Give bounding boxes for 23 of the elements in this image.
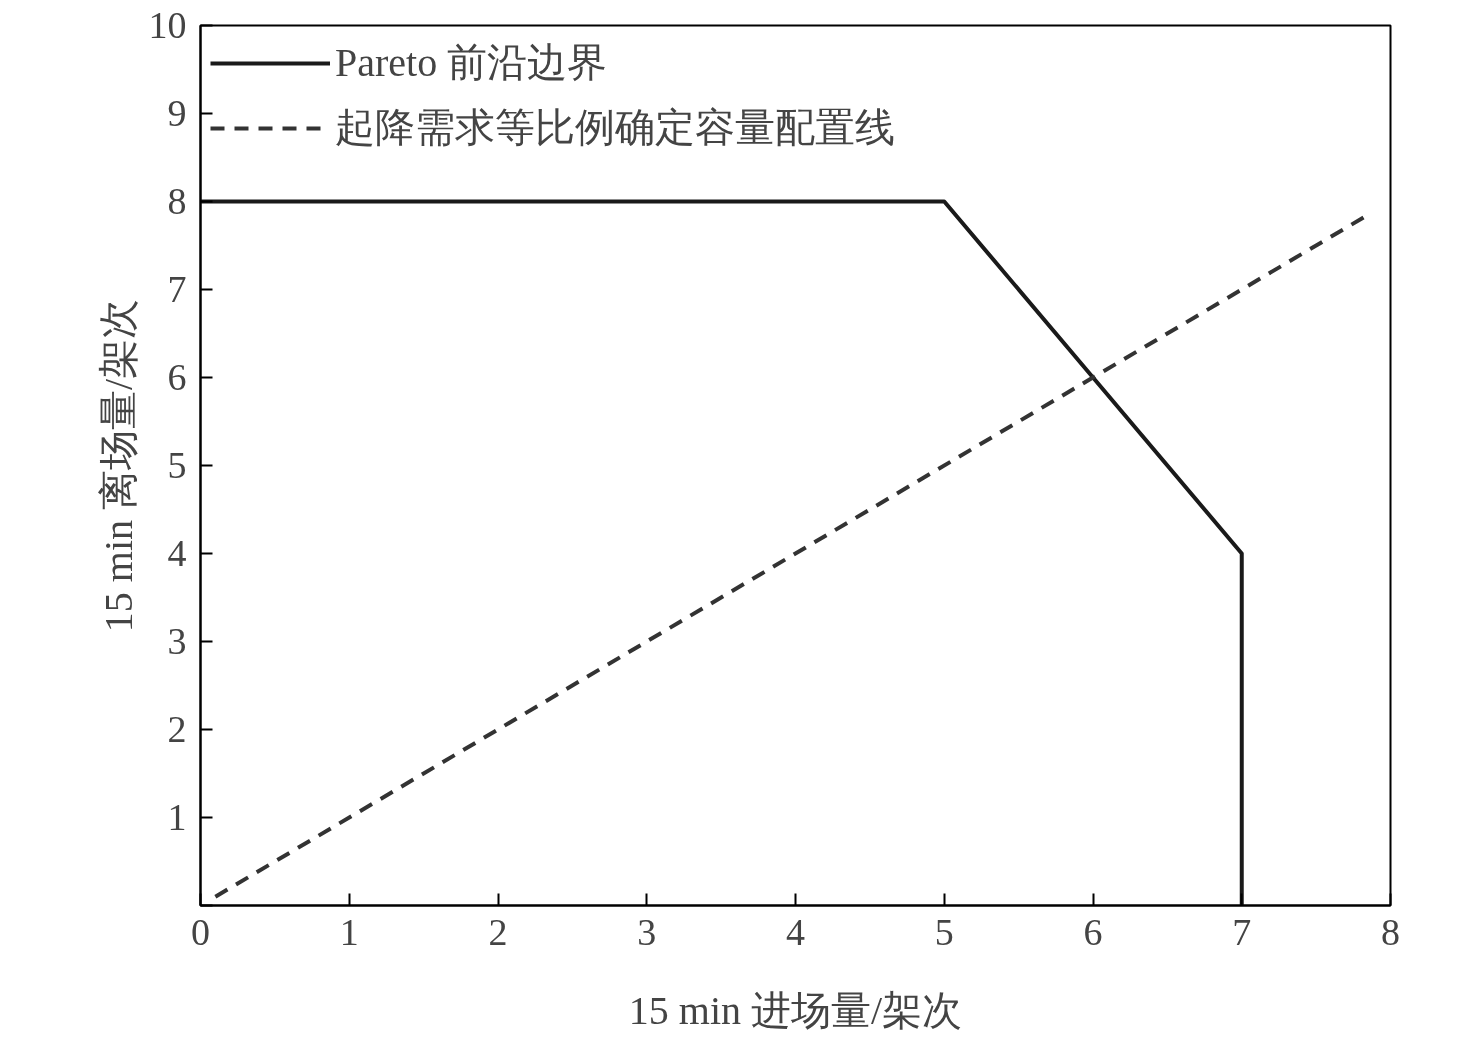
- x-tick-label: 2: [488, 910, 508, 953]
- x-tick-label: 8: [1381, 910, 1400, 953]
- y-tick-label: 2: [167, 708, 187, 750]
- y-tick-label: 3: [167, 620, 187, 662]
- x-tick-label: 5: [934, 910, 954, 953]
- x-tick-label: 0: [191, 910, 210, 953]
- legend-label: Pareto 前沿边界: [335, 39, 608, 87]
- y-tick-label: 6: [167, 356, 187, 398]
- y-tick-label: 4: [167, 532, 187, 574]
- x-tick-label: 4: [786, 910, 805, 953]
- y-tick-label: 1: [167, 796, 187, 838]
- y-tick-label: 7: [167, 268, 187, 310]
- x-tick-label: 6: [1083, 910, 1103, 953]
- y-tick-label: 5: [167, 444, 187, 486]
- x-axis-title: 15 min 进场量/架次: [628, 987, 963, 1033]
- legend-label: 起降需求等比例确定容量配置线: [335, 104, 895, 152]
- y-axis-title: 15 min 离场量/架次: [95, 298, 141, 633]
- y-tick-label: 8: [167, 180, 187, 222]
- y-tick-label: 10: [148, 4, 187, 46]
- x-tick-label: 1: [339, 910, 359, 953]
- x-tick-label: 7: [1232, 910, 1252, 953]
- x-tick-label: 3: [637, 910, 657, 953]
- y-tick-label: 9: [167, 92, 187, 134]
